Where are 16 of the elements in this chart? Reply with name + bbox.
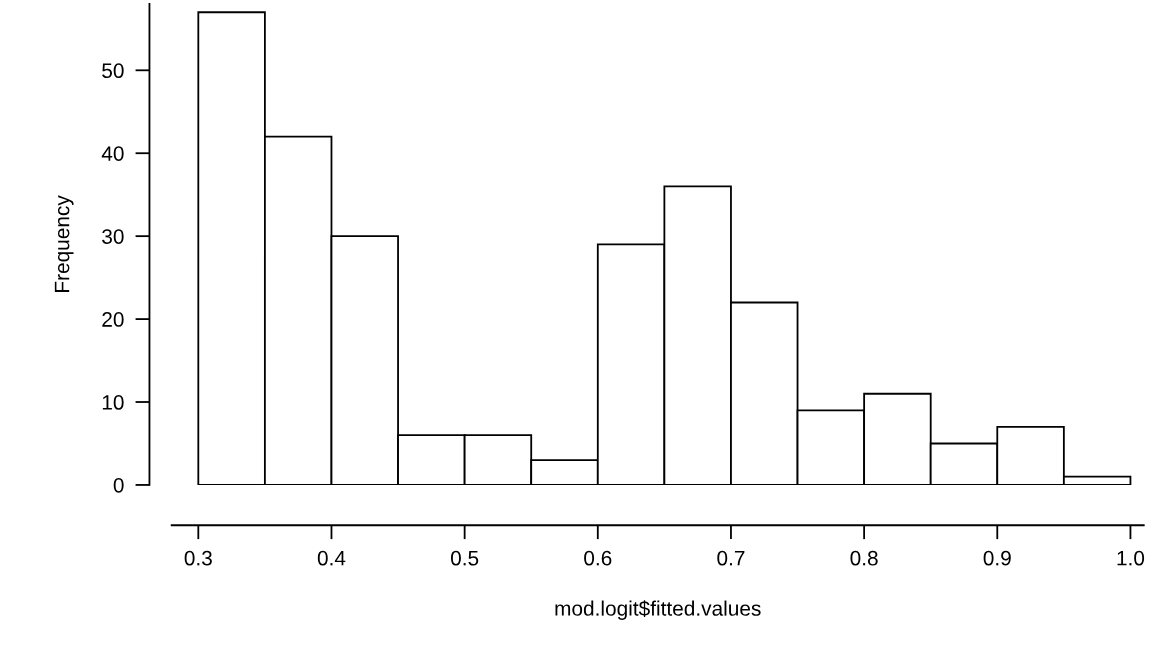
x-tick-label: 1.0 bbox=[1117, 550, 1145, 566]
y-tick-label: 50 bbox=[102, 63, 124, 79]
x-tick-label: 0.3 bbox=[184, 550, 212, 566]
x-tick-label: 0.8 bbox=[850, 550, 878, 566]
x-tick-label: 0.6 bbox=[584, 550, 612, 566]
y-tick-label: 40 bbox=[101, 146, 124, 161]
x-axis-title: mod.logit$fitted.values bbox=[555, 600, 761, 620]
y-tick-label: 0 bbox=[113, 477, 124, 493]
y-tick-label: 30 bbox=[102, 229, 124, 244]
x-tick-label: 0.5 bbox=[450, 550, 479, 566]
y-tick-label: 10 bbox=[102, 395, 124, 410]
y-tick-label: 20 bbox=[102, 312, 124, 327]
y-axis-title: Frequency bbox=[54, 195, 74, 292]
x-tick-label: 0.7 bbox=[717, 550, 745, 566]
x-tick-label: 0.9 bbox=[983, 550, 1011, 566]
x-tick-label: 0.4 bbox=[317, 550, 346, 566]
